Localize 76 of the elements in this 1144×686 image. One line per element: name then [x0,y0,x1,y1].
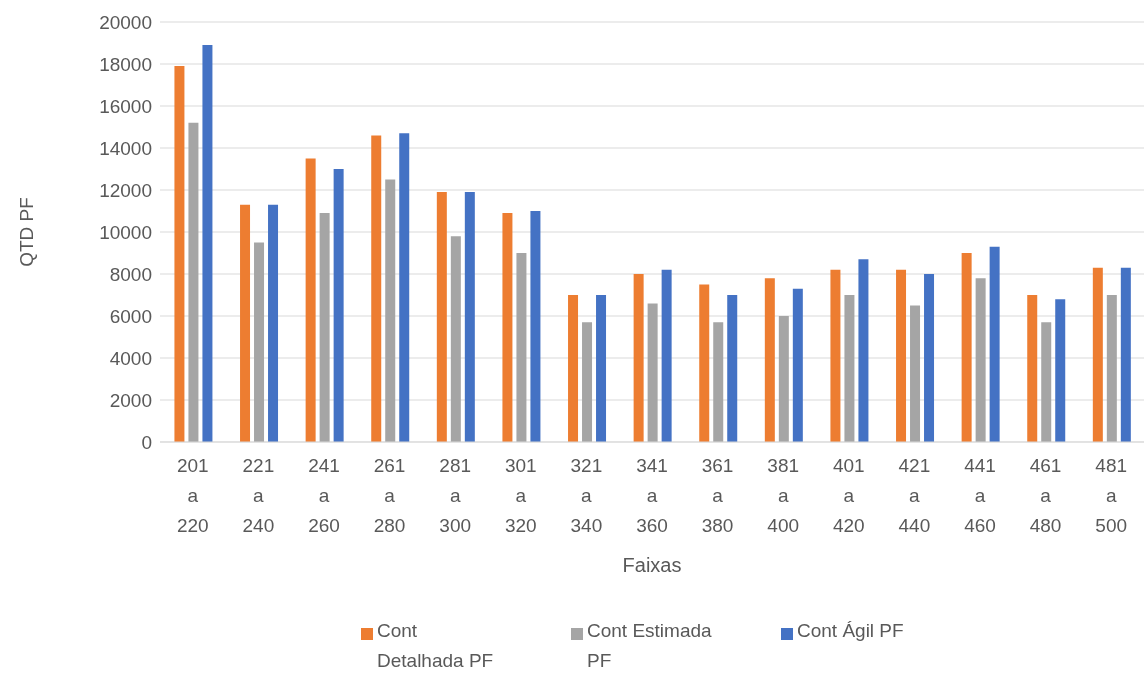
bar [333,169,344,442]
bar [633,274,644,442]
bar [1027,295,1038,442]
y-tick-label: 2000 [109,389,152,411]
x-tick-label: 341 a 360 [636,455,668,536]
x-tick-label: 481 a 500 [1095,455,1128,536]
bar [1120,267,1131,442]
bar [1041,322,1052,442]
x-tick-label: 441 a 460 [964,455,996,536]
bar [858,259,869,442]
bar [319,213,330,442]
bar [240,204,251,442]
y-axis-title: QTD PF [15,197,37,267]
bar [713,322,724,442]
bar [516,253,527,442]
x-tick-label: 281 a 300 [439,455,472,536]
legend-label: Cont Ágil PF [797,619,905,643]
bar [924,274,935,442]
x-axis-title: Faixas [622,554,682,576]
bar [844,295,855,442]
y-tick-label: 10000 [99,221,152,243]
x-tick-label: 321 a 340 [570,455,603,536]
bar [305,158,316,442]
bar [961,253,972,442]
bar [896,269,907,442]
bar [254,242,265,442]
bar [174,66,185,442]
bar [582,322,593,442]
bar [188,122,199,442]
bar [385,179,396,442]
legend-label: Cont Detalhada PF [377,619,495,673]
bar [778,316,789,442]
bar [596,295,607,442]
bar [436,192,447,442]
bar [661,269,672,442]
bar [699,284,710,442]
bar [371,135,382,442]
x-tick-label: 241 a 260 [308,455,340,536]
y-tick-label: 8000 [109,263,152,285]
bar [647,303,658,442]
bar [268,204,279,442]
bar [727,295,738,442]
bar [792,288,803,442]
bar [202,45,213,442]
bar [502,213,513,442]
y-tick-label: 16000 [99,95,152,117]
x-tick-label: 301 a 320 [504,455,537,536]
bar [399,133,410,442]
x-tick-label: 461 a 480 [1029,455,1062,536]
x-tick-label: 421 a 440 [898,455,931,536]
y-tick-label: 14000 [99,137,152,159]
bar [450,236,461,442]
bar [568,295,579,442]
bar [530,211,541,442]
bar [1106,295,1117,442]
y-tick-label: 18000 [99,53,152,75]
bar [910,305,921,442]
x-tick-label: 401 a 420 [832,455,865,536]
y-tick-label: 6000 [109,305,152,327]
bar [975,278,986,442]
x-tick-label: 221 a 240 [242,455,275,536]
legend-label: Cont Estimada PF [587,619,713,673]
bar [764,278,775,442]
x-tick-label: 261 a 280 [373,455,406,536]
y-tick-label: 12000 [99,179,152,201]
bar [464,192,475,442]
y-tick-label: 0 [141,431,152,453]
bar [1055,299,1066,442]
y-tick-label: 20000 [99,11,152,33]
bar [830,269,841,442]
x-tick-label: 201 a 220 [176,455,209,536]
bar [1092,267,1103,442]
bar [989,246,1000,442]
y-tick-label: 4000 [109,347,152,369]
x-tick-label: 361 a 380 [701,455,734,536]
x-tick-label: 381 a 400 [767,455,800,536]
